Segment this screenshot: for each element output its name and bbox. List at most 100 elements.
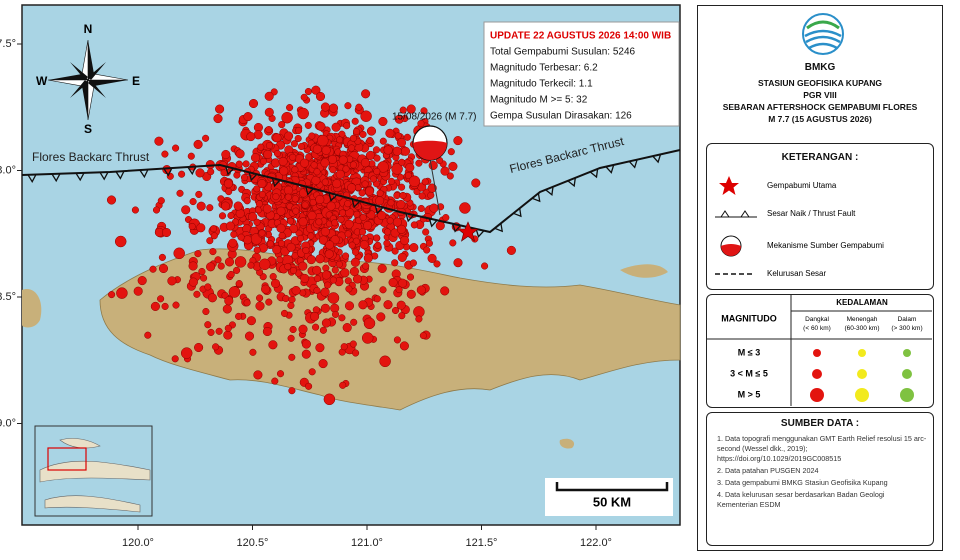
aftershock: [217, 262, 225, 270]
aftershock: [198, 267, 206, 276]
aftershock: [322, 264, 330, 272]
aftershock: [338, 314, 346, 322]
thrust-tooth: [567, 177, 576, 188]
aftershock: [336, 136, 344, 144]
aftershock: [271, 377, 279, 385]
aftershock: [352, 349, 360, 357]
aftershock: [324, 281, 332, 289]
aftershock: [396, 199, 406, 210]
thrust-tooth: [351, 198, 361, 209]
row-label: M ≤ 3: [738, 347, 760, 357]
aftershock: [420, 107, 428, 115]
aftershock: [249, 348, 257, 356]
aftershock: [235, 312, 243, 320]
aftershock: [440, 286, 450, 296]
aftershock: [215, 327, 223, 335]
thrust-tooth: [628, 159, 638, 169]
aftershock: [167, 276, 177, 286]
aftershock: [358, 300, 368, 310]
aftershock: [318, 359, 328, 369]
aftershock: [243, 299, 251, 307]
aftershock: [358, 228, 367, 236]
compass-e: E: [132, 74, 140, 88]
aftershock: [257, 179, 267, 189]
aftershock: [256, 294, 264, 302]
aftershock: [388, 277, 398, 288]
aftershock: [279, 166, 289, 176]
thrust-tooth: [545, 186, 554, 197]
aftershock: [419, 332, 427, 340]
aftershock: [359, 240, 369, 250]
aftershock: [506, 245, 516, 255]
aftershock: [157, 295, 165, 303]
aftershock: [427, 253, 437, 263]
thrust-tooth: [75, 172, 85, 182]
aftershock: [398, 312, 406, 320]
aftershock: [253, 130, 263, 140]
aftershock: [360, 158, 370, 168]
depth-symbol: [813, 349, 821, 357]
aftershock: [349, 161, 357, 169]
lon-label: 120.0°: [122, 537, 154, 549]
aftershock: [264, 107, 274, 117]
aftershock: [398, 158, 406, 166]
aftershock: [181, 205, 191, 215]
aftershock: [359, 213, 367, 221]
aftershock: [202, 134, 210, 142]
aftershock: [253, 370, 263, 380]
scale-label: 50 KM: [593, 494, 631, 509]
aftershock: [372, 146, 381, 154]
aftershock: [204, 283, 212, 291]
lat-label: -8.5°: [0, 291, 16, 303]
thrust-tooth: [494, 223, 504, 233]
depth-symbol: [902, 369, 912, 379]
aftershock: [379, 286, 387, 294]
aftershock: [305, 382, 313, 390]
aftershock: [331, 122, 341, 132]
aftershock: [235, 280, 243, 288]
thrust-tooth: [27, 174, 37, 184]
aftershock: [339, 381, 347, 389]
island: [620, 264, 668, 278]
aftershock: [388, 177, 396, 185]
aftershock: [289, 266, 297, 275]
aftershock: [302, 246, 310, 254]
table-head: KEDALAMAN: [836, 298, 888, 307]
aftershock: [225, 188, 233, 196]
aftershock: [248, 98, 259, 109]
aftershock: [297, 142, 305, 151]
aftershock: [281, 111, 293, 124]
aftershock: [288, 296, 296, 304]
aftershock: [298, 261, 308, 271]
scale-box: [545, 478, 673, 516]
aftershock: [188, 222, 196, 231]
aftershock: [221, 149, 231, 160]
aftershock: [244, 331, 255, 341]
aftershock: [349, 340, 357, 348]
aftershock: [337, 215, 345, 223]
header-line: SEBARAN AFTERSHOCK GEMPABUMI FLORES: [722, 102, 918, 112]
aftershock: [318, 235, 328, 245]
compass-n: N: [84, 22, 93, 36]
island: [22, 289, 42, 328]
aftershock: [363, 317, 376, 330]
aftershock: [326, 201, 336, 211]
aftershock: [321, 318, 331, 328]
aftershock: [365, 150, 376, 160]
aftershock: [247, 261, 255, 269]
aftershock: [310, 161, 318, 169]
lon-label: 122.0°: [580, 537, 612, 549]
aftershock: [116, 287, 128, 299]
axis-ticks: 120.0° 120.5° 121.0° 121.5° 122.0° -7.5° -8.0°…: [0, 38, 612, 549]
aftershock: [316, 121, 326, 131]
info-line: Total Gempabumi Susulan: 5246: [490, 47, 636, 58]
aftershock: [301, 339, 311, 349]
aftershock: [340, 268, 350, 278]
aftershock: [243, 112, 253, 122]
aftershock: [344, 219, 354, 229]
aftershock: [481, 262, 489, 270]
aftershock: [348, 241, 356, 249]
aftershock: [209, 225, 218, 233]
sumber-list: 1. Data topografi menggunakan GMT Earth …: [707, 434, 933, 510]
aftershock: [344, 230, 352, 238]
